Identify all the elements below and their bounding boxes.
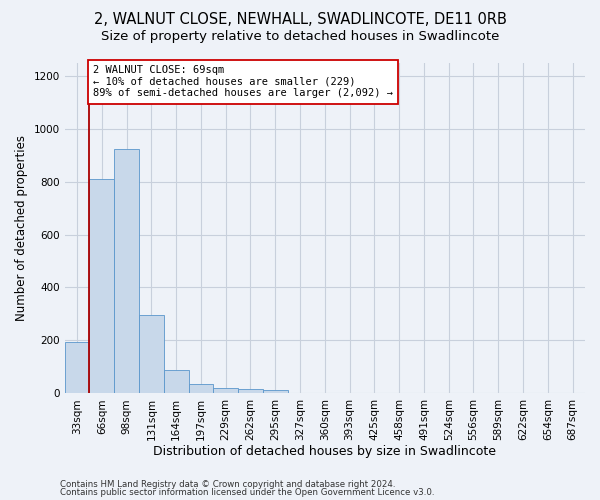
Bar [139,316,164,394]
Bar [65,342,89,394]
Bar [188,384,214,394]
Text: Size of property relative to detached houses in Swadlincote: Size of property relative to detached ho… [101,30,499,43]
Bar [89,179,114,394]
Bar [263,390,287,394]
Bar [214,388,238,394]
Text: 2, WALNUT CLOSE, NEWHALL, SWADLINCOTE, DE11 0RB: 2, WALNUT CLOSE, NEWHALL, SWADLINCOTE, D… [94,12,506,28]
Bar [238,388,263,394]
X-axis label: Distribution of detached houses by size in Swadlincote: Distribution of detached houses by size … [154,444,496,458]
Bar [114,148,139,394]
Text: Contains HM Land Registry data © Crown copyright and database right 2024.: Contains HM Land Registry data © Crown c… [60,480,395,489]
Bar [164,370,188,394]
Text: 2 WALNUT CLOSE: 69sqm
← 10% of detached houses are smaller (229)
89% of semi-det: 2 WALNUT CLOSE: 69sqm ← 10% of detached … [93,65,393,98]
Y-axis label: Number of detached properties: Number of detached properties [15,135,28,321]
Text: Contains public sector information licensed under the Open Government Licence v3: Contains public sector information licen… [60,488,434,497]
